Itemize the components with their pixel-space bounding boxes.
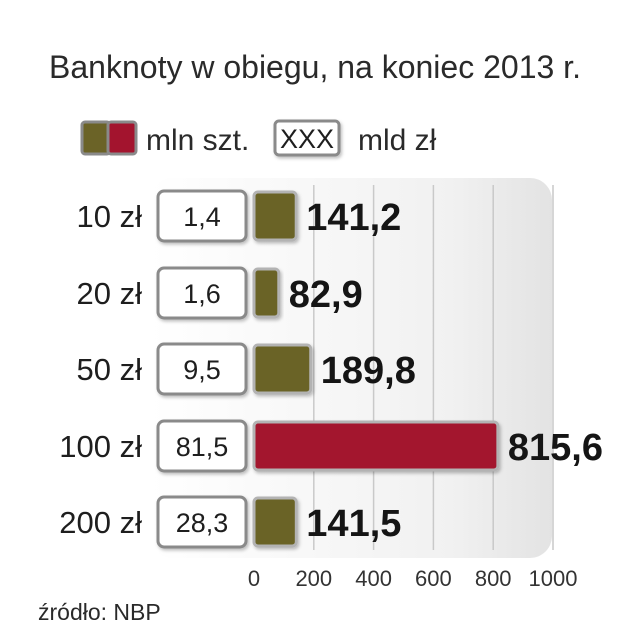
value-box-label: 1,4 (183, 202, 221, 232)
legend-box-sample (273, 119, 341, 157)
x-axis-ticks: 0 200 400 600 800 1000 (248, 566, 578, 591)
legend-box-sample-text: XXX (280, 124, 334, 154)
bar (252, 496, 298, 548)
bar-value-label: 189,8 (321, 350, 416, 392)
bar-rows: 10 zł 1,4 141,2 20 zł 1,6 82,9 50 zł 9,5 189,8 10… (59, 189, 603, 549)
category-label: 200 zł (59, 505, 142, 540)
bar-value-label: 82,9 (289, 274, 363, 316)
x-tick-label: 800 (475, 566, 512, 591)
category-label: 100 zł (59, 429, 142, 464)
legend-swatch-red (106, 120, 138, 156)
bar-value-label: 815,6 (508, 427, 603, 469)
category-label: 50 zł (77, 352, 143, 387)
value-box (156, 495, 248, 549)
bar (252, 420, 500, 472)
value-box-label: 1,6 (183, 279, 221, 309)
chart-title: Banknoty w obiegu, na koniec 2013 r. (49, 49, 581, 85)
x-tick-label: 1000 (529, 566, 578, 591)
x-tick-label: 400 (355, 566, 392, 591)
source-label: źródło: NBP (38, 599, 161, 625)
category-label: 20 zł (77, 276, 143, 311)
bar (252, 190, 298, 242)
value-box (156, 266, 248, 320)
legend-bar-label: mln szt. (146, 124, 249, 157)
x-tick-label: 600 (415, 566, 452, 591)
value-box-label: 9,5 (183, 355, 221, 385)
bar-value-label: 141,2 (306, 197, 401, 239)
category-label: 10 zł (77, 199, 143, 234)
x-tick-label: 200 (295, 566, 332, 591)
value-box (156, 189, 248, 243)
legend: mln szt. XXX mld zł (80, 119, 437, 157)
value-box-label: 28,3 (176, 508, 229, 538)
bar-value-label: 141,5 (306, 503, 401, 545)
bar (252, 267, 281, 319)
x-tick-label: 0 (248, 566, 260, 591)
value-box (156, 342, 248, 396)
legend-swatch-olive (80, 120, 112, 156)
bar (252, 343, 313, 395)
gridlines (313, 185, 554, 550)
value-box (156, 419, 248, 473)
legend-box-label: mld zł (358, 124, 437, 157)
value-box-label: 81,5 (176, 432, 229, 462)
